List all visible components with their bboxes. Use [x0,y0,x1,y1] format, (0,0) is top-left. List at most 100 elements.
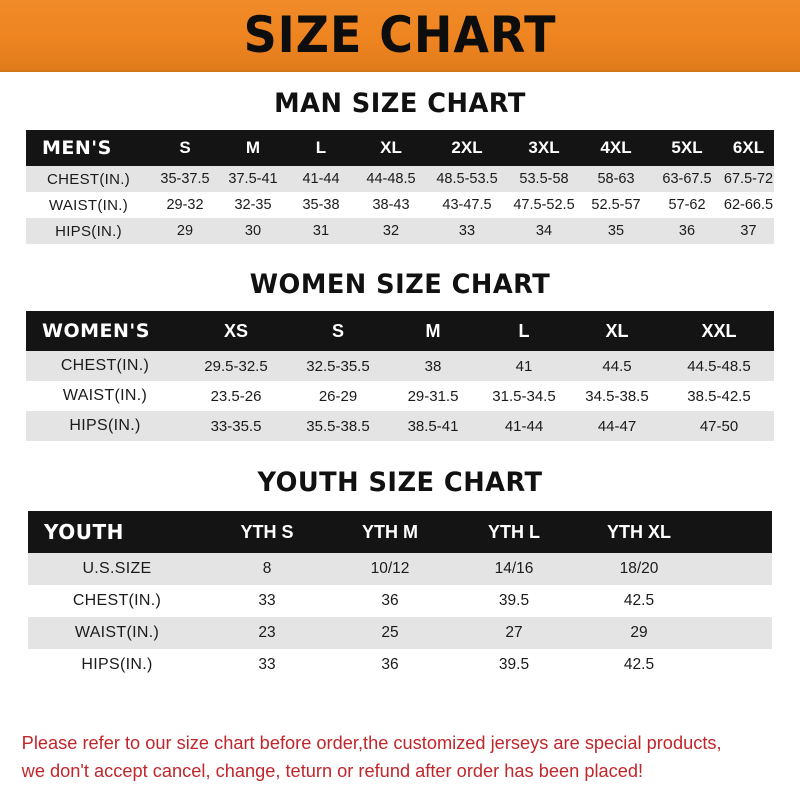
women-row-label: WAIST(IN.) [26,381,184,411]
youth-cell: 42.5 [576,585,702,617]
men-cell: 63-67.5 [651,166,723,192]
women-header-row: WOMEN'S XS S M L XL XXL [26,311,774,351]
men-section-title: MAN SIZE CHART [274,88,526,119]
men-cell: 57-62 [651,192,723,218]
men-cell: 35 [581,218,651,244]
women-row-label: CHEST(IN.) [26,351,184,381]
youth-size-header: YTH M [328,511,452,553]
note-line-1: Please refer to our size chart before or… [21,731,722,753]
table-row: WAIST(IN.) 23.5-26 26-29 29-31.5 31.5-34… [26,381,774,411]
youth-cell: 36 [328,585,452,617]
table-row: CHEST(IN.) 33 36 39.5 42.5 [28,585,772,617]
youth-cell: 8 [206,553,328,585]
men-cell: 29-32 [151,192,219,218]
women-size-header: XXL [664,311,774,351]
youth-cell: 39.5 [452,649,576,681]
women-size-table: WOMEN'S XS S M L XL XXL CHEST(IN.) 29.5-… [26,311,774,441]
men-size-header: M [219,130,287,166]
men-cell: 29 [151,218,219,244]
youth-header-row: YOUTH YTH S YTH M YTH L YTH XL [28,511,772,553]
table-row: HIPS(IN.) 33 36 39.5 42.5 [28,649,772,681]
youth-cell: 33 [206,585,328,617]
men-cell: 34 [507,218,581,244]
youth-cell: 23 [206,617,328,649]
women-size-header: S [288,311,388,351]
youth-cell-spacer [702,617,772,649]
women-cell: 44-47 [570,411,664,441]
women-cell: 33-35.5 [184,411,288,441]
youth-size-header: YTH S [206,511,328,553]
women-cell: 29.5-32.5 [184,351,288,381]
men-row-label: HIPS(IN.) [26,218,151,244]
youth-size-header: YTH L [452,511,576,553]
women-size-header: L [478,311,570,351]
table-row: CHEST(IN.) 35-37.5 37.5-41 41-44 44-48.5… [26,166,774,192]
order-policy-note: Please refer to our size chart before or… [0,729,788,786]
youth-section-title: YOUTH SIZE CHART [257,467,543,498]
youth-row-label: WAIST(IN.) [28,617,206,649]
men-cell: 32 [355,218,427,244]
women-corner-label: WOMEN'S [26,311,184,351]
men-size-header: XL [355,130,427,166]
note-line-2: we don't accept cancel, change, teturn o… [21,760,644,782]
men-cell: 58-63 [581,166,651,192]
men-cell: 33 [427,218,507,244]
men-cell: 37.5-41 [219,166,287,192]
men-row-label: WAIST(IN.) [26,192,151,218]
women-cell: 26-29 [288,381,388,411]
youth-size-table: YOUTH YTH S YTH M YTH L YTH XL U.S.SIZE … [28,511,772,681]
page-banner: SIZE CHART [0,0,800,72]
women-cell: 32.5-35.5 [288,351,388,381]
men-cell: 47.5-52.5 [507,192,581,218]
men-size-header: 6XL [723,130,774,166]
youth-header-spacer [702,511,772,553]
men-size-header: 4XL [581,130,651,166]
men-cell: 30 [219,218,287,244]
women-size-header: M [388,311,478,351]
youth-cell-spacer [702,649,772,681]
men-size-header: L [287,130,355,166]
women-cell: 31.5-34.5 [478,381,570,411]
youth-cell: 10/12 [328,553,452,585]
youth-corner-label: YOUTH [28,511,206,553]
youth-row-label: HIPS(IN.) [28,649,206,681]
women-section-title: WOMEN SIZE CHART [249,269,551,300]
men-cell: 36 [651,218,723,244]
men-cell: 31 [287,218,355,244]
women-cell: 38.5-42.5 [664,381,774,411]
men-corner-label: MEN'S [26,130,151,166]
men-cell: 62-66.5 [723,192,774,218]
men-cell: 48.5-53.5 [427,166,507,192]
women-size-header: XL [570,311,664,351]
women-cell: 38.5-41 [388,411,478,441]
youth-size-header: YTH XL [576,511,702,553]
men-size-header: 2XL [427,130,507,166]
youth-cell: 42.5 [576,649,702,681]
table-row: CHEST(IN.) 29.5-32.5 32.5-35.5 38 41 44.… [26,351,774,381]
men-header-row: MEN'S S M L XL 2XL 3XL 4XL 5XL 6XL [26,130,774,166]
men-cell: 67.5-72 [723,166,774,192]
youth-cell: 25 [328,617,452,649]
men-cell: 38-43 [355,192,427,218]
youth-row-label: U.S.SIZE [28,553,206,585]
youth-row-label: CHEST(IN.) [28,585,206,617]
men-cell: 52.5-57 [581,192,651,218]
women-cell: 34.5-38.5 [570,381,664,411]
youth-cell: 33 [206,649,328,681]
men-cell: 53.5-58 [507,166,581,192]
page-title: SIZE CHART [243,6,557,64]
women-cell: 41-44 [478,411,570,441]
table-row: WAIST(IN.) 29-32 32-35 35-38 38-43 43-47… [26,192,774,218]
men-cell: 37 [723,218,774,244]
men-cell: 43-47.5 [427,192,507,218]
women-row-label: HIPS(IN.) [26,411,184,441]
youth-cell: 39.5 [452,585,576,617]
men-row-label: CHEST(IN.) [26,166,151,192]
youth-cell: 29 [576,617,702,649]
youth-cell-spacer [702,585,772,617]
women-cell: 41 [478,351,570,381]
women-cell: 23.5-26 [184,381,288,411]
men-size-header: S [151,130,219,166]
men-size-header: 5XL [651,130,723,166]
